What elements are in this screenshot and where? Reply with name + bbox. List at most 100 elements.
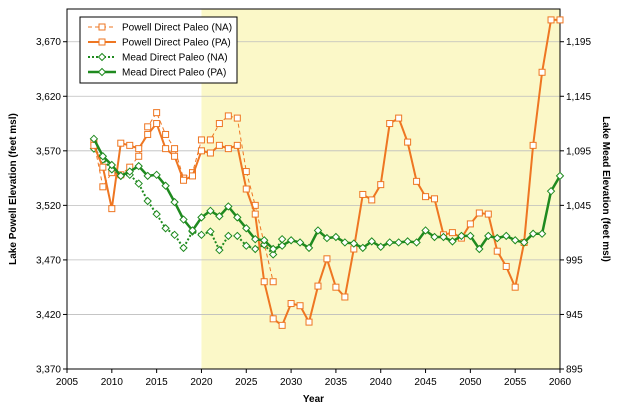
data-point (394, 238, 403, 247)
data-point (197, 136, 205, 144)
data-point (475, 244, 484, 254)
data-point (171, 145, 179, 153)
data-point (180, 176, 188, 184)
data-point (233, 231, 242, 241)
data-point (287, 300, 295, 308)
data-point (547, 16, 555, 24)
right-y-tick-label: 1,145 (566, 92, 591, 103)
data-point (188, 226, 197, 235)
data-point (215, 212, 224, 221)
data-point (233, 114, 241, 122)
legend-marker (97, 52, 107, 62)
series-line (93, 112, 274, 282)
legend-entry: Mead Direct Paleo (NA) (88, 53, 228, 64)
data-point (439, 232, 448, 242)
data-point (116, 171, 125, 181)
x-tick-label: 2005 (56, 377, 79, 388)
data-point (143, 171, 152, 181)
data-point (143, 196, 152, 206)
data-point (153, 120, 161, 128)
right-y-tick-label: 1,195 (566, 37, 591, 48)
data-point (493, 247, 501, 255)
series-line (93, 147, 283, 256)
left-y-tick-label: 3,620 (36, 92, 61, 103)
x-tick-label: 2035 (325, 377, 348, 388)
data-point (332, 283, 340, 291)
data-point (269, 278, 277, 286)
data-point (206, 136, 214, 144)
data-point (322, 233, 332, 243)
data-point (422, 193, 430, 201)
data-point (296, 302, 304, 310)
right-y-tick-label: 1,095 (566, 146, 591, 157)
data-point (538, 68, 546, 76)
data-point (215, 245, 224, 255)
plot-border (66, 8, 561, 370)
data-point (126, 141, 134, 149)
data-point (404, 138, 412, 146)
series-layer (89, 16, 565, 329)
legend-label: Mead Direct Paleo (NA) (122, 53, 228, 64)
data-point (367, 237, 376, 246)
data-point (197, 213, 206, 222)
data-point (117, 139, 125, 147)
data-point (125, 167, 134, 176)
data-point (377, 181, 385, 189)
data-point (537, 229, 547, 238)
data-point (206, 206, 215, 216)
data-point (89, 134, 99, 144)
data-point (358, 243, 368, 253)
x-tick-label: 2055 (504, 377, 527, 388)
data-point (511, 283, 519, 291)
left-y-tick-label: 3,570 (36, 146, 61, 157)
left-y-tick-label: 3,670 (36, 37, 61, 48)
data-point (224, 145, 232, 153)
data-point (323, 255, 331, 263)
data-point (475, 209, 483, 217)
axes: 2005 2010 2015 2020 2025 2030 2035 2040 2045 2050… (8, 37, 611, 405)
data-point (152, 170, 161, 180)
x-tick-label: 2030 (280, 377, 303, 388)
data-point (179, 215, 188, 224)
data-point (484, 210, 492, 218)
data-point (314, 282, 322, 290)
right-y-axis-title: Lake Mead Elevation (feet msl) (600, 116, 611, 262)
data-point (305, 318, 313, 326)
data-point (108, 205, 116, 213)
data-point (206, 149, 214, 157)
data-point (215, 120, 223, 128)
data-point (197, 147, 205, 155)
left-y-tick-label: 3,520 (36, 201, 61, 212)
data-point (260, 278, 268, 286)
data-point (224, 231, 233, 241)
data-point (502, 231, 511, 241)
data-point (421, 226, 430, 235)
data-point (197, 230, 206, 240)
right-y-tick-label: 995 (566, 255, 583, 266)
data-point (134, 179, 143, 188)
x-tick-label: 2060 (549, 377, 572, 388)
data-point (519, 238, 529, 247)
legend-entry: Powell Direct Paleo (NA) (88, 23, 232, 34)
right-y-tick-label: 895 (566, 365, 583, 376)
data-point (529, 141, 537, 149)
left-y-tick-label: 3,470 (36, 255, 61, 266)
data-point (412, 238, 421, 247)
data-point (242, 241, 251, 250)
x-tick-label: 2040 (370, 377, 393, 388)
data-point (304, 243, 314, 253)
data-point (341, 293, 349, 301)
data-point (206, 227, 215, 236)
data-point (162, 130, 170, 138)
data-point (161, 224, 170, 233)
data-point (135, 152, 143, 160)
data-point (268, 244, 278, 254)
data-point (359, 190, 367, 198)
data-point (224, 202, 233, 211)
x-tick-label: 2015 (146, 377, 169, 388)
data-point (502, 262, 510, 270)
plot-area (66, 8, 561, 370)
data-point (135, 145, 143, 153)
right-y-tick-label: 1,045 (566, 201, 591, 212)
